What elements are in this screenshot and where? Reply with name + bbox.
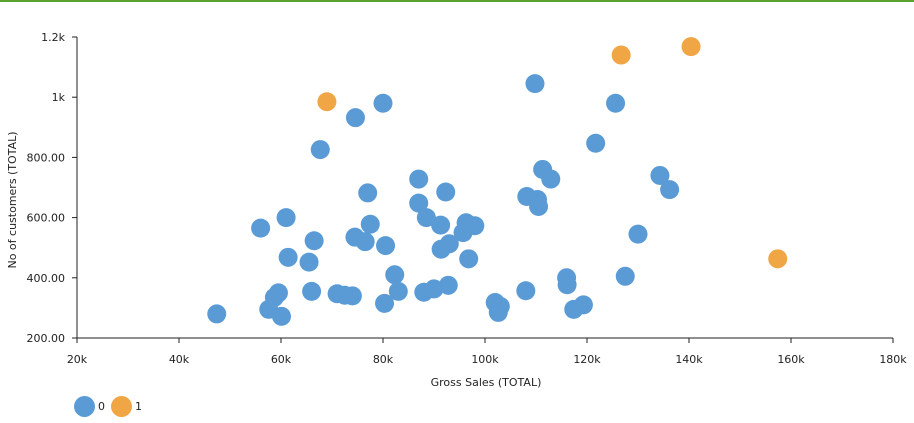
x-axis-title: Gross Sales (TOTAL) [431,376,542,389]
scatter-point-series-0 [207,304,227,324]
scatter-point-series-0 [342,286,362,306]
top-accent-rule [0,0,914,2]
scatter-point-series-1 [681,37,701,57]
scatter-point-series-0 [302,281,322,301]
scatter-point-series-0 [272,306,292,326]
y-tick-label: 1.2k [41,31,65,44]
scatter-point-series-0 [615,266,635,286]
scatter-point-series-0 [650,165,670,185]
x-tick-label: 80k [373,353,394,366]
x-tick-label: 40k [169,353,190,366]
x-tick-label: 160k [777,353,805,366]
scatter-point-series-0 [459,249,479,269]
scatter-point-series-0 [516,281,536,301]
scatter-point-series-0 [529,196,549,216]
scatter-point-series-0 [304,231,324,251]
scatter-point-series-0 [541,169,561,189]
scatter-point-series-0 [573,295,593,315]
scatter-point-series-0 [310,140,330,160]
legend-item-1[interactable]: 1 [111,396,142,417]
scatter-point-series-0 [628,224,648,244]
scatter-chart: 20k 40k 60k 80k 100k 120k 140k 160k 180k 200.00 40… [6,31,908,389]
legend-label: 1 [135,400,142,413]
legend-swatch [74,396,95,417]
x-tick-label: 120k [573,353,601,366]
y-tick-label: 1k [52,91,66,104]
scatter-point-series-0 [439,234,459,254]
scatter-point-series-0 [409,169,429,189]
scatter-point-series-0 [409,193,429,213]
scatter-point-series-0 [385,265,405,285]
scatter-point-series-1 [611,45,631,65]
scatter-point-series-0 [373,93,393,113]
scatter-point-series-0 [490,296,510,316]
legend-item-0[interactable]: 0 [74,396,105,417]
y-tick-label: 800.00 [27,151,66,164]
y-tick-label: 600.00 [27,212,66,225]
x-tick-label: 140k [675,353,703,366]
scatter-point-series-0 [376,236,396,256]
scatter-point-series-0 [438,275,458,295]
scatter-point-series-0 [358,183,378,203]
axes-group: 20k 40k 60k 80k 100k 120k 140k 160k 180k 200.00 40… [27,31,908,366]
scatter-point-series-0 [345,108,365,128]
y-tick-label: 200.00 [27,332,66,345]
legend-swatch [111,396,132,417]
y-axis-title: No of customers (TOTAL) [6,131,19,268]
scatter-point-series-0 [278,247,298,267]
scatter-point-series-0 [276,208,296,228]
scatter-point-series-0 [436,182,456,202]
legend-label: 0 [98,400,105,413]
scatter-point-series-0 [606,93,626,113]
scatter-point-series-0 [431,215,451,235]
scatter-point-series-0 [355,232,375,252]
y-tick-label: 400.00 [27,272,66,285]
marks-group [207,37,788,326]
x-tick-label: 20k [67,353,88,366]
scatter-point-series-0 [525,74,545,94]
scatter-point-series-1 [768,249,788,269]
scatter-point-series-0 [465,216,485,236]
x-tick-label: 60k [271,353,292,366]
scatter-point-series-0 [586,133,606,153]
scatter-point-series-0 [557,275,577,295]
scatter-point-series-0 [375,293,395,313]
x-tick-label: 100k [471,353,499,366]
x-tick-label: 180k [879,353,907,366]
scatter-point-series-1 [317,92,337,112]
scatter-point-series-0 [299,252,319,272]
scatter-point-series-0 [251,218,271,238]
scatter-point-series-0 [268,283,288,303]
scatter-point-series-0 [360,214,380,234]
scatter-point-series-0 [424,279,444,299]
scatter-point-series-0 [416,208,436,228]
scatter-point-series-0 [388,281,408,301]
scatter-point-series-0 [660,180,680,200]
